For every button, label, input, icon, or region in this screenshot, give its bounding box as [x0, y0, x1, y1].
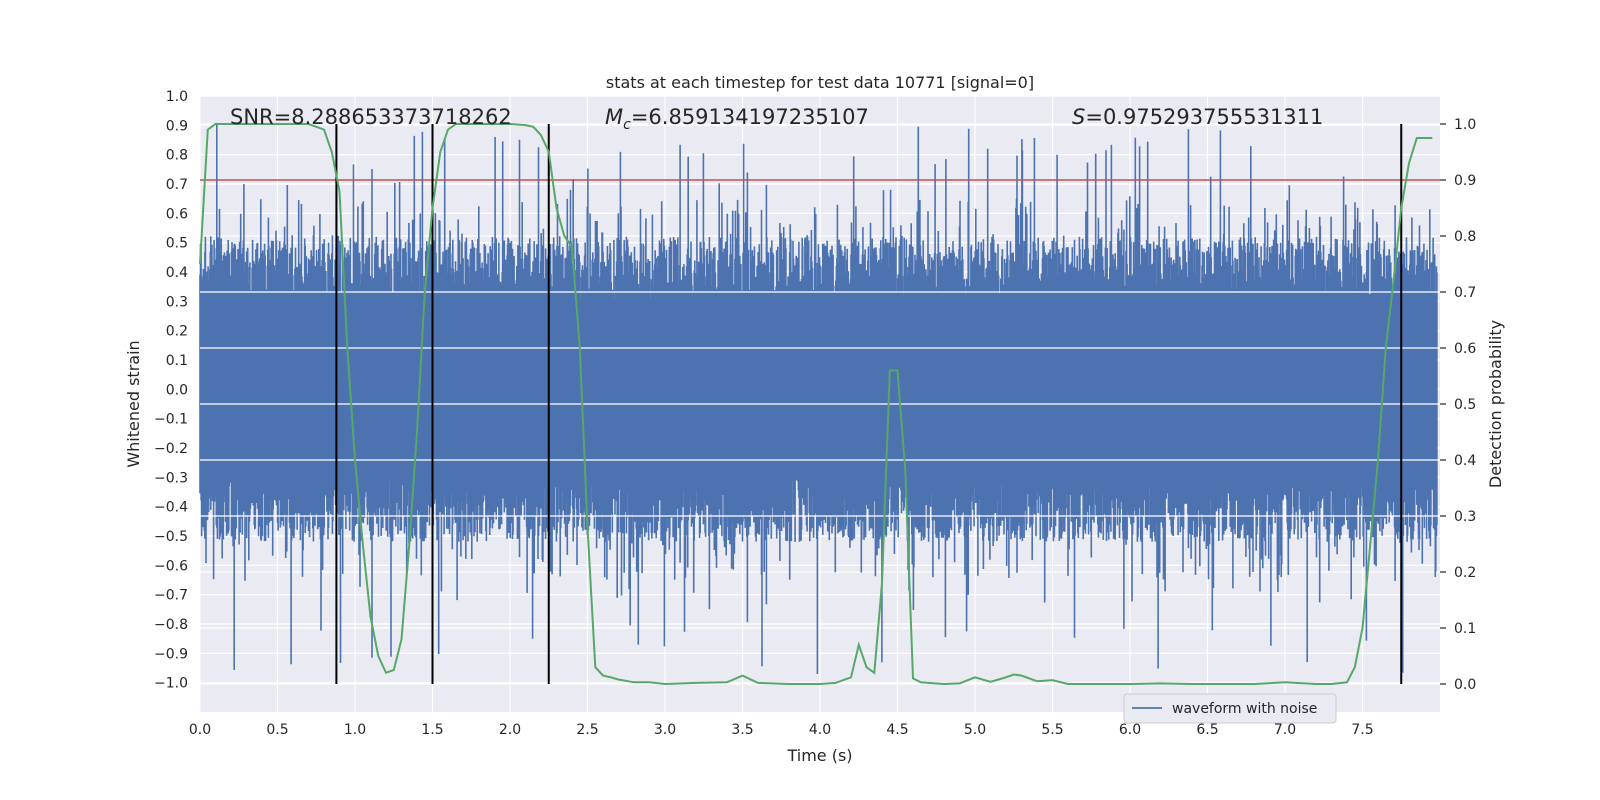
y-tick-label-4: 0.6 — [166, 206, 188, 222]
s-symbol: S — [1072, 105, 1085, 129]
x-tick-label-13: 6.5 — [1196, 722, 1218, 738]
y2-tick-label-1: 0.9 — [1454, 173, 1476, 189]
x-tick-label-15: 7.5 — [1351, 722, 1373, 738]
y-tick-label-6: 0.4 — [166, 265, 188, 281]
y2-tick-label-3: 0.7 — [1454, 285, 1476, 301]
x-tick-label-5: 2.5 — [576, 722, 598, 738]
y-tick-label-19: −0.9 — [154, 646, 188, 662]
x-tick-label-11: 5.5 — [1041, 722, 1063, 738]
x-axis-label: Time (s) — [786, 746, 852, 765]
chart-title: stats at each timestep for test data 107… — [606, 73, 1034, 92]
waveform-core — [200, 298, 1437, 481]
y-tick-label-3: 0.7 — [166, 177, 188, 193]
chirp-mass-annotation: Mc=6.859134197235107 — [605, 105, 869, 133]
y-tick-label-5: 0.5 — [166, 236, 188, 252]
x-tick-label-0: 0.0 — [189, 722, 211, 738]
x-tick-label-9: 4.5 — [886, 722, 908, 738]
y-tick-label-10: 0.0 — [166, 382, 188, 398]
y-tick-label-16: −0.6 — [154, 558, 188, 574]
y-tick-label-15: −0.5 — [154, 529, 188, 545]
probability-series — [199, 123, 1433, 686]
y-tick-label-13: −0.3 — [154, 470, 188, 486]
mc-value: =6.859134197235107 — [631, 105, 869, 129]
y2-tick-label-10: 0.0 — [1454, 677, 1476, 693]
y2-axis-ticks: 1.0 0.9 0.8 0.7 0.6 0.5 0.4 0.3 0.2 0.1 0.0 — [1440, 117, 1476, 693]
x-tick-label-4: 2.0 — [499, 722, 521, 738]
legend-label: waveform with noise — [1172, 701, 1317, 717]
y-tick-label-12: −0.2 — [154, 441, 188, 457]
y2-tick-label-9: 0.1 — [1454, 621, 1476, 637]
y-tick-label-7: 0.3 — [166, 294, 188, 310]
y-tick-label-20: −1.0 — [154, 676, 188, 692]
y2-tick-label-7: 0.3 — [1454, 509, 1476, 525]
y2-tick-label-0: 1.0 — [1454, 117, 1476, 133]
x-tick-label-12: 6.0 — [1119, 722, 1141, 738]
y2-tick-label-8: 0.2 — [1454, 565, 1476, 581]
y-axis-ticks: 1.0 0.9 0.8 0.7 0.6 0.5 0.4 0.3 0.2 0.1 0.0 −0.1 −0.… — [154, 89, 188, 692]
y2-axis-label: Detection probability — [1486, 320, 1505, 488]
waveform-series — [199, 122, 1440, 674]
x-tick-label-3: 1.5 — [421, 722, 443, 738]
x-axis-ticks: 0.0 0.5 1.0 1.5 2.0 2.5 3.0 3.5 4.0 4.5 5.0 5.5 6.0 6… — [189, 722, 1374, 738]
legend-box — [1123, 693, 1337, 724]
mc-symbol: M — [605, 105, 623, 129]
y2-tick-label-5: 0.5 — [1454, 397, 1476, 413]
snr-annotation: SNR=8.288653373718262 — [230, 105, 512, 129]
x-tick-label-6: 3.0 — [654, 722, 676, 738]
y-tick-label-2: 0.8 — [166, 148, 188, 164]
x-tick-label-2: 1.0 — [344, 722, 366, 738]
y-axis-label: Whitened strain — [124, 340, 143, 467]
y2-tick-label-2: 0.8 — [1454, 229, 1476, 245]
x-tick-label-1: 0.5 — [266, 722, 288, 738]
y2-tick-label-6: 0.4 — [1454, 453, 1476, 469]
x-tick-label-7: 3.5 — [731, 722, 753, 738]
y-tick-label-0: 1.0 — [166, 89, 188, 105]
y-tick-label-18: −0.8 — [154, 617, 188, 633]
y-tick-label-14: −0.4 — [154, 500, 188, 516]
y-tick-label-1: 0.9 — [166, 118, 188, 134]
s-annotation: S=0.975293755531311 — [1072, 105, 1323, 129]
y2-tick-label-4: 0.6 — [1454, 341, 1476, 357]
y-tick-label-9: 0.1 — [166, 353, 188, 369]
y-tick-label-8: 0.2 — [166, 324, 188, 340]
x-tick-label-14: 7.0 — [1274, 722, 1296, 738]
x-tick-label-8: 4.0 — [809, 722, 831, 738]
mc-subscript: c — [623, 117, 631, 133]
y-tick-label-17: −0.7 — [154, 588, 188, 604]
y-tick-label-11: −0.1 — [154, 412, 188, 428]
x-tick-label-10: 5.0 — [964, 722, 986, 738]
s-value: =0.975293755531311 — [1085, 105, 1323, 129]
legend: waveform with noise — [1123, 693, 1337, 724]
